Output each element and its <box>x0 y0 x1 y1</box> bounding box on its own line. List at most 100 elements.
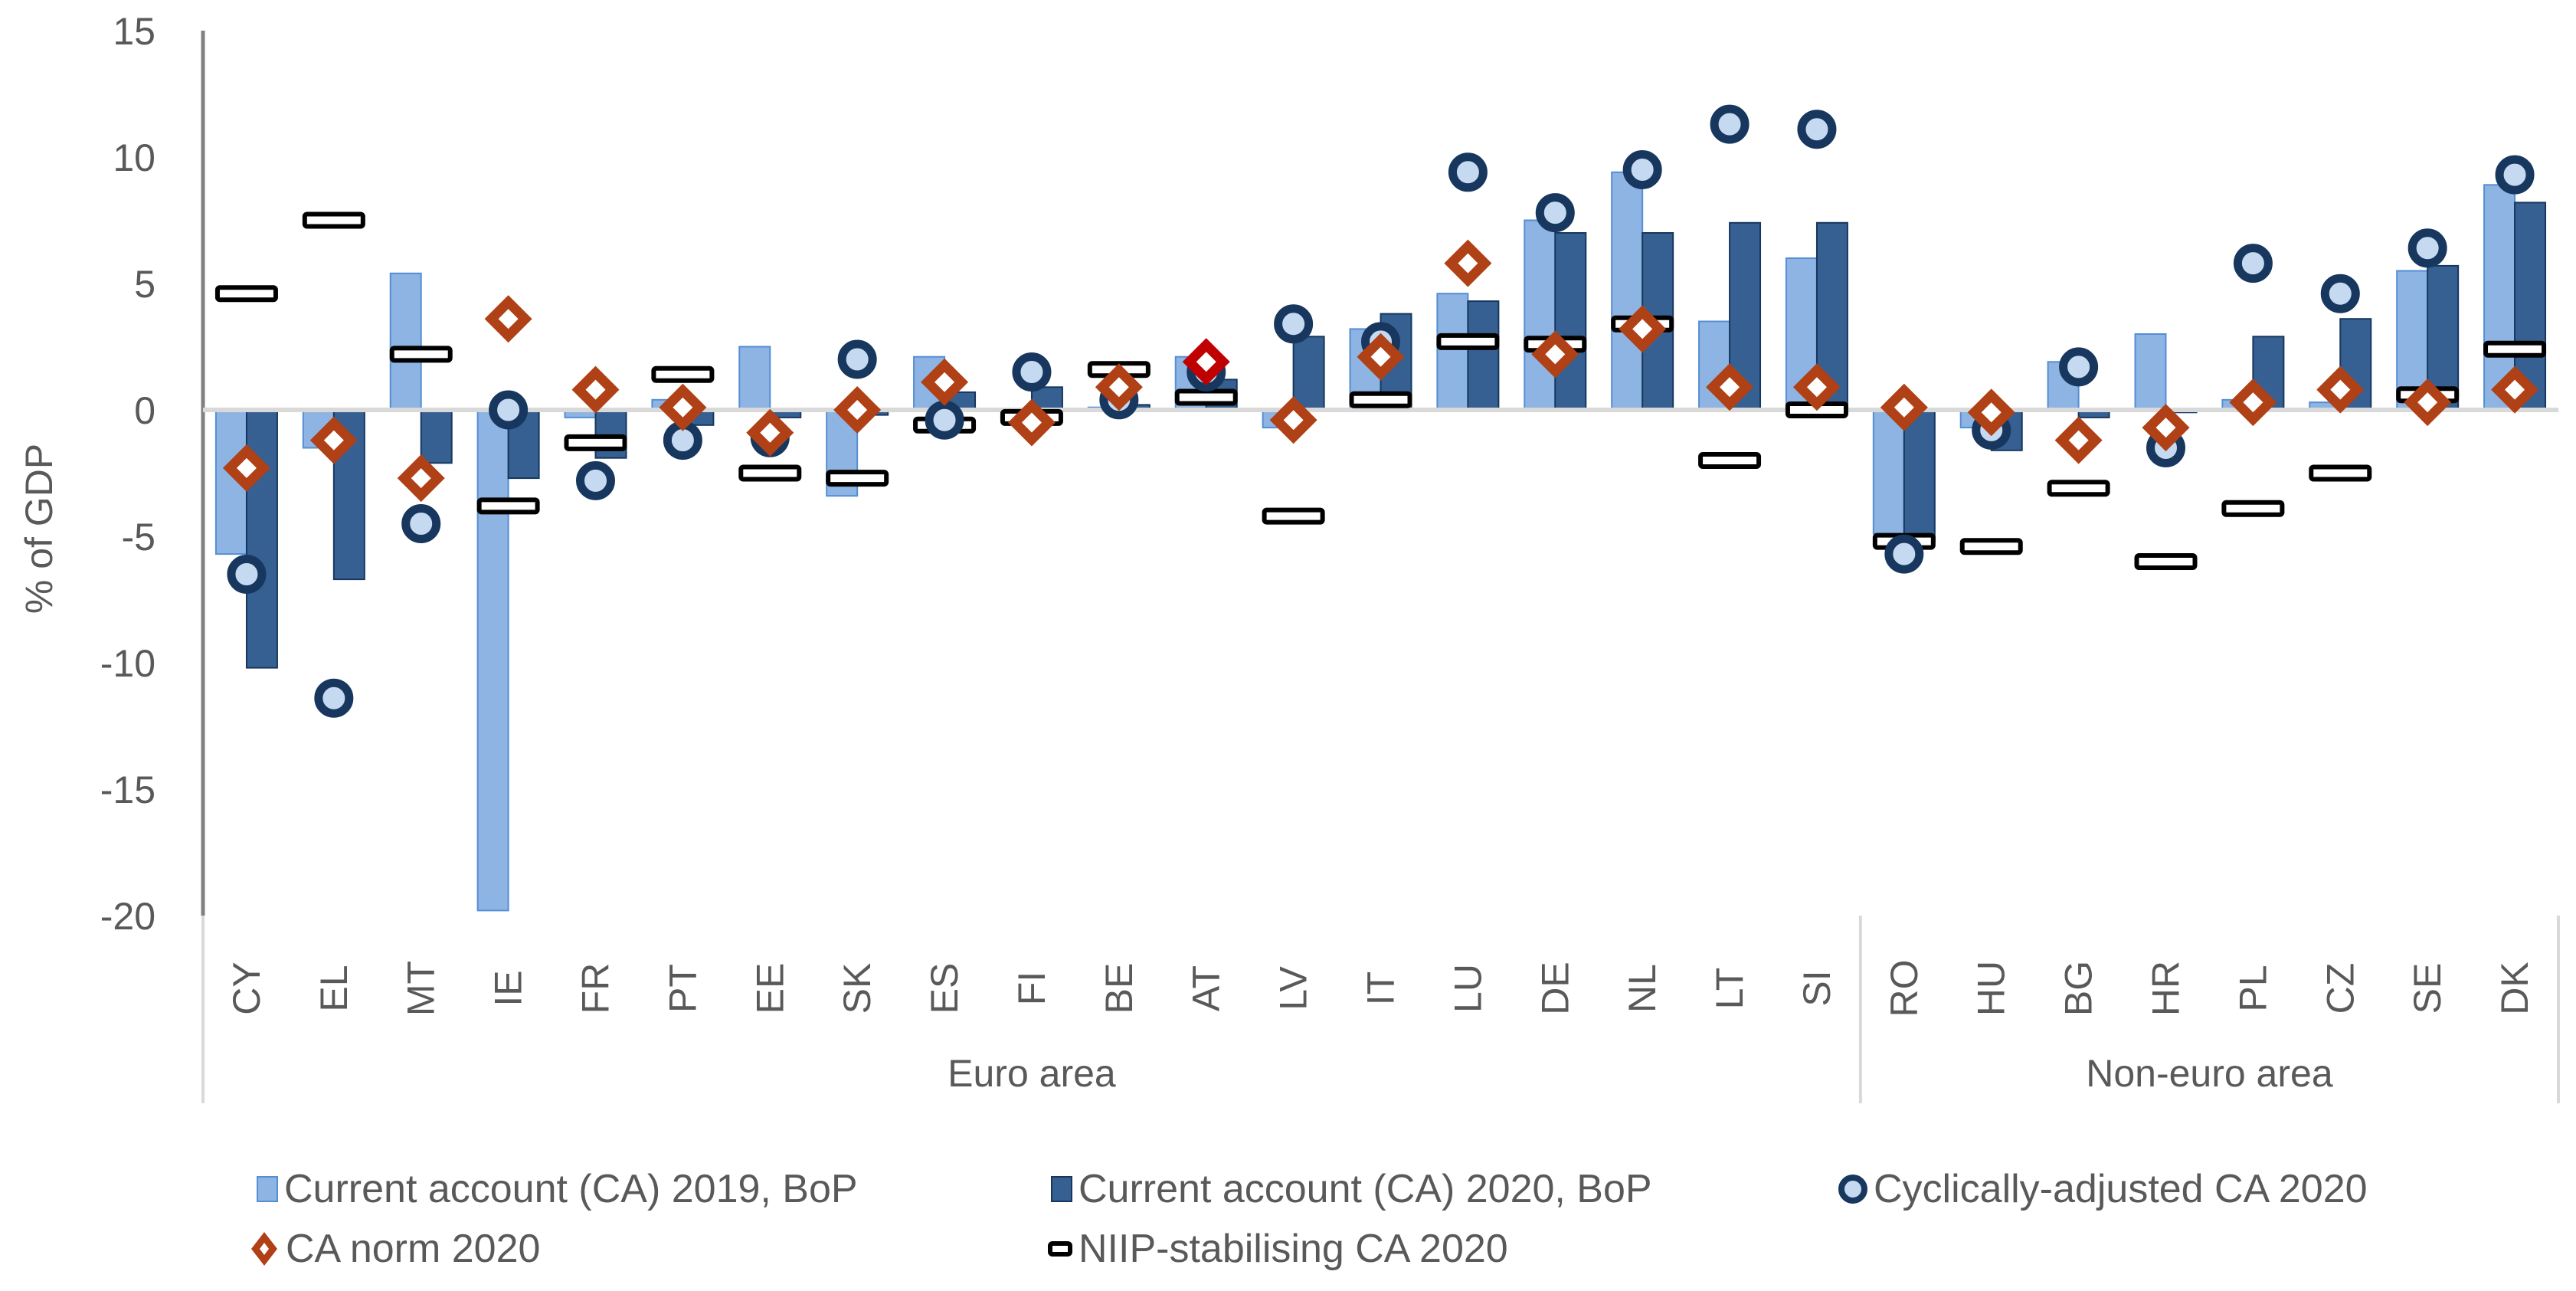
markers <box>214 104 2547 718</box>
x-tick-label: FI <box>1010 972 1053 1005</box>
marker-ca-norm-inner <box>498 309 519 329</box>
x-tick-label: PL <box>2231 965 2274 1011</box>
y-tick-label: -15 <box>100 768 155 811</box>
x-tick-label: MT <box>400 961 443 1016</box>
marker-ca-norm-inner <box>323 430 344 451</box>
marker-ca-norm-inner <box>1894 397 1914 418</box>
bar-ca-2019 <box>389 272 422 411</box>
y-tick-label: 10 <box>113 136 155 179</box>
y-axis: 15 10 5 0 -5 -10 -15 -20 <box>100 10 205 938</box>
marker-ca-norm-inner <box>1370 346 1391 367</box>
y-tick-label: -5 <box>122 516 155 559</box>
marker-niip-stabilising <box>2134 553 2198 570</box>
group-label: Non-euro area <box>2086 1052 2333 1095</box>
marker-ca-norm-inner <box>1981 402 2002 423</box>
marker-ca-norm-inner <box>1806 377 1827 398</box>
marker-niip-stabilising <box>2221 500 2285 517</box>
x-tick-label: PT <box>661 964 704 1013</box>
bar-ca-2019 <box>1524 219 1556 411</box>
marker-ca-norm-inner <box>2243 392 2263 413</box>
marker-niip-stabilising <box>2483 340 2547 358</box>
group-label: Euro area <box>948 1052 1116 1095</box>
diamond-marker-icon <box>251 1232 277 1266</box>
bar-ca-2020 <box>420 409 453 464</box>
marker-cyclically-adjusted <box>1884 534 1924 574</box>
marker-ca-norm-inner <box>1108 377 1129 398</box>
marker-ca-norm-inner <box>1021 412 1042 433</box>
legend-item-ca-2020: Current account (CA) 2020, BoP <box>1051 1166 1652 1212</box>
marker-ca-norm-inner <box>1458 253 1478 274</box>
x-tick-label: EE <box>748 963 791 1014</box>
x-tick-label: SE <box>2406 963 2449 1014</box>
x-tick-label: DE <box>1533 962 1576 1014</box>
dark-blue-square-icon <box>1051 1176 1072 1202</box>
x-tick-label: AT <box>1185 965 1228 1011</box>
dash-marker-icon <box>1048 1241 1072 1257</box>
y-tick-label: -10 <box>100 642 155 685</box>
marker-cyclically-adjusted <box>314 678 354 718</box>
marker-ca-norm-inner <box>2330 379 2351 400</box>
bars <box>203 171 2558 912</box>
bar-ca-2019 <box>1611 171 1644 411</box>
marker-niip-stabilising <box>564 434 627 451</box>
marker-niip-stabilising <box>651 365 715 383</box>
legend-label: Cyclically-adjusted CA 2020 <box>1874 1167 2368 1211</box>
marker-cyclically-adjusted <box>401 504 441 543</box>
x-tick-label: NL <box>1621 964 1664 1013</box>
marker-cyclically-adjusted <box>1710 104 1750 144</box>
marker-niip-stabilising <box>1349 391 1412 408</box>
marker-niip-stabilising <box>1436 333 1500 350</box>
marker-niip-stabilising <box>2047 480 2110 497</box>
legend-item-cyclically-adjusted: Cyclically-adjusted CA 2020 <box>1838 1166 2368 1212</box>
marker-cyclically-adjusted <box>2059 347 2099 387</box>
x-tick-label: CY <box>225 962 268 1014</box>
legend: Current account (CA) 2019, BoP Current a… <box>0 1149 2576 1291</box>
marker-niip-stabilising <box>389 346 453 363</box>
marker-ca-norm-inner <box>2068 430 2089 451</box>
x-axis: CY EL MT IE FR PT EE SK ES FI BE AT LV IT LU DE NL LT SI RO… <box>201 916 2560 1103</box>
x-tick-label: EL <box>313 965 355 1011</box>
marker-niip-stabilising <box>476 497 540 515</box>
bar-ca-2019 <box>1436 293 1469 411</box>
marker-cyclically-adjusted <box>227 555 267 594</box>
marker-cyclically-adjusted <box>2495 155 2535 195</box>
marker-ca-norm-inner <box>1720 377 1740 398</box>
marker-niip-stabilising <box>1262 507 1325 525</box>
marker-niip-stabilising <box>1174 388 1238 406</box>
y-tick-label: 0 <box>134 389 155 432</box>
x-tick-label: IE <box>487 970 530 1006</box>
x-tick-label: LV <box>1272 966 1315 1011</box>
legend-item-ca-norm: CA norm 2020 <box>249 1226 540 1272</box>
marker-niip-stabilising <box>826 470 889 487</box>
marker-cyclically-adjusted <box>1622 150 1662 189</box>
x-tick-label: LU <box>1446 964 1489 1013</box>
chart: 15 10 5 0 -5 -10 -15 -20 CY EL MT IE FR PT EE SK ES FI BE… <box>18 10 2560 1103</box>
marker-cyclically-adjusted <box>2320 274 2360 313</box>
bar-ca-2020 <box>507 409 540 480</box>
marker-niip-stabilising <box>1698 452 1762 469</box>
marker-ca-norm-inner <box>1545 344 1566 365</box>
y-axis-title: % of GDP <box>18 444 61 614</box>
marker-niip-stabilising <box>1959 538 2023 555</box>
x-tick-label: HR <box>2145 961 2188 1016</box>
legend-label: NIIP-stabilising CA 2020 <box>1079 1227 1508 1271</box>
marker-ca-norm-inner <box>2417 392 2438 413</box>
marker-cyclically-adjusted <box>925 400 964 440</box>
legend-label: Current account (CA) 2020, BoP <box>1079 1167 1652 1211</box>
marker-ca-norm-inner <box>411 468 431 489</box>
marker-ca-norm-inner <box>760 422 781 443</box>
x-tick-label: IT <box>1360 972 1403 1005</box>
legend-label: CA norm 2020 <box>286 1227 541 1271</box>
marker-cyclically-adjusted <box>2407 228 2447 268</box>
x-tick-label: BG <box>2057 961 2100 1016</box>
marker-cyclically-adjusted <box>837 339 877 379</box>
bar-ca-2020 <box>1554 232 1587 411</box>
marker-ca-norm-inner <box>2505 379 2525 400</box>
marker-cyclically-adjusted <box>1274 304 1314 344</box>
x-tick-label: CZ <box>2319 963 2362 1014</box>
marker-cyclically-adjusted <box>2233 244 2273 283</box>
y-tick-label: -20 <box>100 895 155 938</box>
marker-niip-stabilising <box>302 211 365 229</box>
x-tick-label: ES <box>923 963 966 1014</box>
marker-ca-norm-inner <box>2155 418 2176 438</box>
